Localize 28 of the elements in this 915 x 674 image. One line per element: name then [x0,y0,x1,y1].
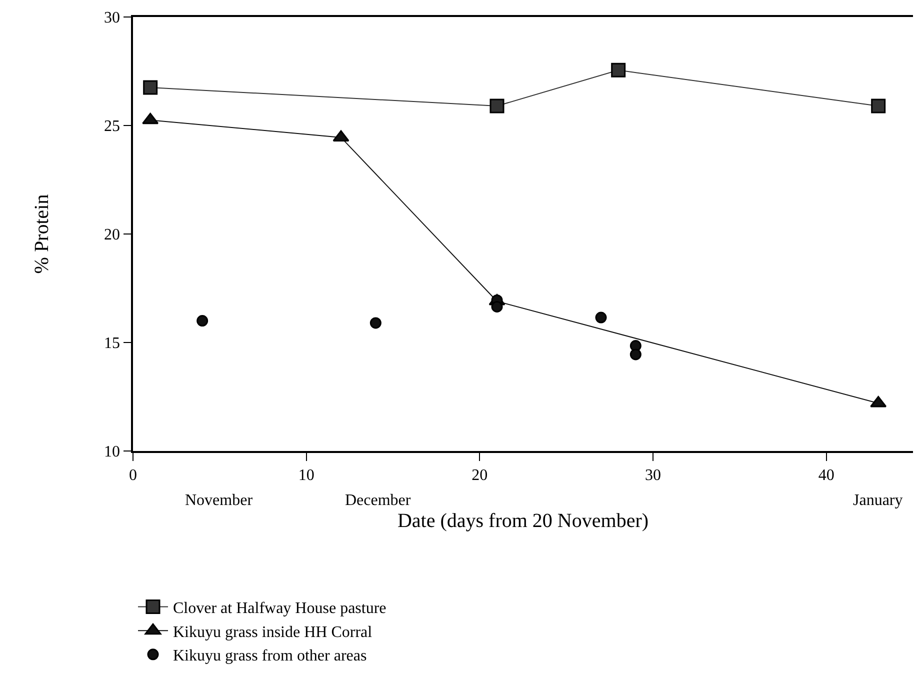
x-tick-label: 0 [129,466,137,484]
point [142,112,159,124]
x-tick-label: 10 [298,466,314,484]
point [630,348,642,360]
x-tick-label: 40 [818,466,834,484]
y-axis-title: % Protein [31,194,54,274]
point [370,317,382,329]
y-tick-label: 25 [104,118,120,136]
point [143,80,158,95]
point [490,98,504,114]
text: December [345,492,412,509]
text: November [185,492,254,509]
legend-label: Kikuyu grass from other areas [173,648,367,665]
y-tick-label: 10 [104,444,120,461]
y-tick-label: 30 [104,10,120,27]
x-tick-label: 20 [472,466,488,484]
legend-label: Clover at Halfway House pasture [173,600,386,618]
y-tick-label: 20 [104,226,120,244]
y-tick-label: 15 [104,335,120,352]
text: January [853,492,903,509]
x-tick-label: 30 [645,466,661,484]
point [595,312,607,324]
point [871,98,886,114]
x-axis-title: Date (days from 20 November) [397,510,649,532]
point [196,315,208,327]
point [491,300,503,312]
legend-label: Kikuyu grass inside HH Corral [173,624,373,641]
point [611,62,626,78]
